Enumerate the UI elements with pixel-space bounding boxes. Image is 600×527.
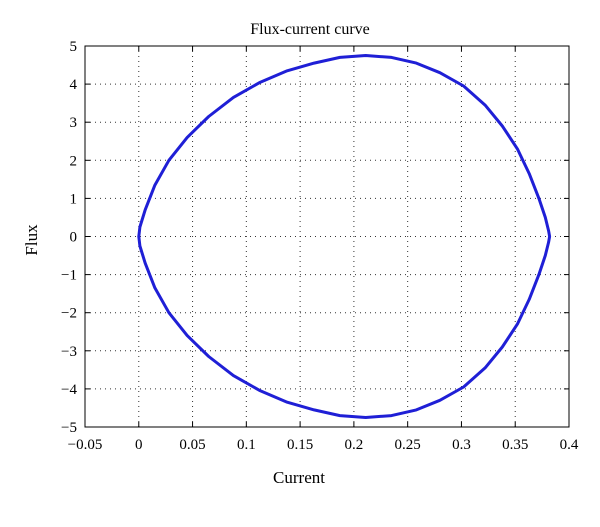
x-tick-label: 0.4 <box>560 437 579 453</box>
y-tick-label: −1 <box>61 268 77 284</box>
y-tick-label: 0 <box>70 230 78 246</box>
x-tick-label: 0.25 <box>395 437 421 453</box>
plot-frame <box>84 45 570 428</box>
y-tick-label: −4 <box>61 382 77 398</box>
x-tick-label: −0.05 <box>68 437 103 453</box>
chart-title: Flux-current curve <box>250 21 370 38</box>
y-tick-label: 4 <box>70 77 78 93</box>
x-tick-label: 0.15 <box>287 437 313 453</box>
y-tick-label: −2 <box>61 306 77 322</box>
x-tick-label: 0.3 <box>452 437 471 453</box>
x-axis-label: Current <box>273 468 325 487</box>
y-tick-label: 3 <box>70 115 78 131</box>
y-tick-label: −3 <box>61 344 77 360</box>
grid-layer <box>85 46 569 427</box>
x-tick-label: 0.35 <box>502 437 528 453</box>
y-tick-label: −5 <box>61 420 77 436</box>
tick-layer: −0.05 0 0.05 0.1 0.15 0.2 0.25 0.3 0.35 0.4 5 4 3 2 1 0… <box>61 39 579 453</box>
y-axis-label: Flux <box>22 224 41 256</box>
series-layer <box>137 54 552 419</box>
y-tick-label: 1 <box>70 191 78 207</box>
flux-current-series-line <box>137 54 552 419</box>
x-tick-label: 0.05 <box>179 437 205 453</box>
x-tick-label: 0 <box>135 437 143 453</box>
y-tick-label: 2 <box>70 153 78 169</box>
y-tick-label: 5 <box>70 39 78 55</box>
x-tick-label: 0.2 <box>345 437 364 453</box>
x-tick-label: 0.1 <box>237 437 256 453</box>
